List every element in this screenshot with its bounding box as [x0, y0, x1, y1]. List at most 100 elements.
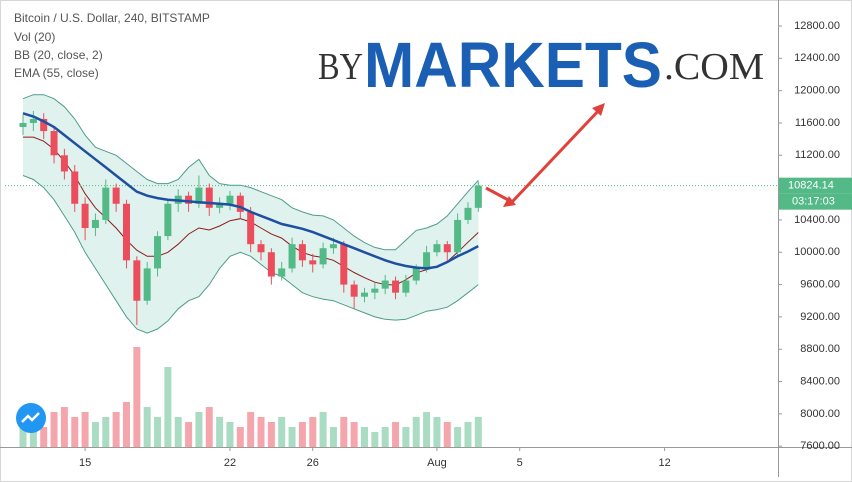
- volume-bar: [412, 417, 420, 447]
- candle: [288, 237, 296, 273]
- volume-bar: [298, 422, 306, 447]
- candle: [298, 240, 306, 267]
- candle: [40, 113, 48, 140]
- volume-bar: [433, 417, 441, 447]
- volume-bar: [40, 427, 48, 447]
- candle: [433, 240, 441, 257]
- legend-volume: Vol (20): [14, 30, 55, 44]
- volume-bar: [360, 427, 368, 447]
- volume-bar: [288, 427, 296, 447]
- candle-body: [205, 187, 213, 208]
- candle-body: [298, 244, 306, 261]
- candle: [278, 261, 286, 281]
- x-tick-label: 26: [307, 457, 319, 469]
- x-tick-label: 15: [79, 457, 91, 469]
- last-price-label: 10824.14: [788, 180, 834, 192]
- y-tick-label: 9200.00: [800, 311, 840, 323]
- volume-bar: [257, 417, 265, 447]
- volume-bar: [329, 427, 337, 447]
- candle-body: [360, 292, 368, 297]
- volume-bar: [309, 417, 317, 447]
- volume-bar: [91, 422, 99, 447]
- candle-body: [226, 195, 234, 204]
- volume-bar: [29, 422, 37, 447]
- candle: [309, 253, 317, 273]
- candle-body: [133, 260, 141, 301]
- watermark-suffix: .COM: [664, 46, 764, 88]
- candle-body: [433, 244, 441, 253]
- candle: [392, 276, 400, 300]
- candle-body: [412, 268, 420, 281]
- candle: [319, 242, 327, 269]
- last-price-box: [779, 177, 852, 194]
- candle-body: [91, 219, 99, 229]
- volume-bar: [133, 347, 141, 447]
- x-tick-label: Aug: [427, 457, 447, 469]
- candle: [164, 199, 172, 241]
- candle: [402, 274, 410, 297]
- volume-bar: [423, 412, 431, 447]
- candle-body: [50, 131, 58, 156]
- candle: [19, 114, 27, 136]
- y-tick-label: 11600.00: [795, 117, 840, 129]
- candle: [102, 179, 110, 224]
- candle-body: [381, 280, 389, 289]
- candle: [71, 164, 79, 212]
- candle: [350, 280, 358, 309]
- y-tick-label: 7600.00: [800, 440, 840, 452]
- volume-bar: [205, 407, 213, 447]
- y-tick-label: 10000.00: [794, 246, 840, 258]
- ema-line: [22, 112, 479, 270]
- candle-body: [143, 268, 151, 301]
- volume-bar: [71, 417, 79, 447]
- volume-bar: [195, 412, 203, 447]
- x-tick-label: 5: [517, 457, 523, 469]
- y-tick-label: 8000.00: [800, 408, 840, 420]
- candle-body: [185, 195, 193, 204]
- candle: [112, 183, 120, 212]
- candle-body: [216, 203, 224, 208]
- bollinger-lower: [22, 175, 479, 334]
- y-tick-label: 12400.00: [794, 52, 840, 64]
- candle-body: [195, 187, 203, 204]
- candle: [267, 248, 275, 285]
- candle: [360, 287, 368, 303]
- candle: [247, 207, 255, 253]
- candle-body: [392, 280, 400, 293]
- candle-body: [164, 203, 172, 237]
- volume-bar: [319, 412, 327, 447]
- volume-bar: [112, 412, 120, 447]
- y-tick-label: 9600.00: [800, 278, 840, 290]
- legend-bollinger: BB (20, close, 2): [14, 48, 103, 62]
- volume-bar: [474, 417, 482, 447]
- candle-body: [340, 244, 348, 285]
- volume-bar: [174, 417, 182, 447]
- candle-body: [112, 187, 120, 204]
- candle: [60, 148, 68, 180]
- candle: [81, 197, 89, 241]
- candle-body: [443, 244, 451, 253]
- y-tick-label: 12800.00: [794, 20, 840, 32]
- candle-body: [423, 252, 431, 269]
- volume-bar: [278, 417, 286, 447]
- logo: [16, 403, 46, 433]
- candle: [340, 240, 348, 293]
- volume-bar: [19, 417, 27, 447]
- y-tick-label: 12000.00: [794, 85, 840, 97]
- candle-body: [81, 203, 89, 229]
- candle-body: [329, 244, 337, 249]
- volume-bar: [60, 407, 68, 447]
- candle: [464, 202, 472, 224]
- candle-body: [154, 236, 162, 269]
- candle-body: [309, 260, 317, 265]
- candle-body: [122, 203, 130, 261]
- candle: [143, 261, 151, 305]
- candle: [443, 240, 451, 261]
- candle: [205, 183, 213, 216]
- candle: [91, 213, 99, 237]
- y-tick-label: 10400.00: [794, 214, 840, 226]
- candle-body: [278, 268, 286, 277]
- countdown-label: 03:17:03: [792, 196, 835, 208]
- volume-bar: [122, 402, 130, 447]
